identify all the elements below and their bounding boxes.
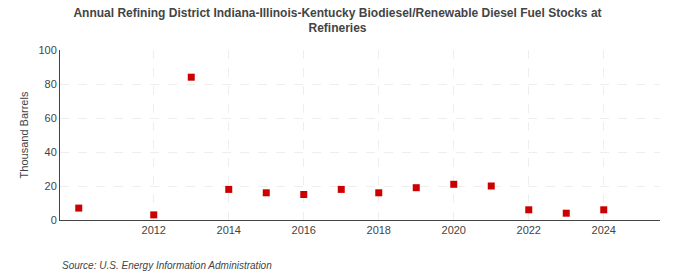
svg-text:60: 60: [45, 112, 57, 124]
svg-text:20: 20: [45, 180, 57, 192]
svg-text:2014: 2014: [217, 224, 241, 236]
svg-text:80: 80: [45, 78, 57, 90]
svg-text:0: 0: [51, 214, 57, 226]
svg-text:Source: U.S. Energy Informatio: Source: U.S. Energy Information Administ…: [62, 260, 272, 271]
svg-text:2022: 2022: [517, 224, 541, 236]
svg-text:2012: 2012: [142, 224, 166, 236]
svg-text:Annual Refining District India: Annual Refining District Indiana-Illinoi…: [73, 6, 601, 36]
svg-text:2024: 2024: [592, 224, 616, 236]
svg-text:2020: 2020: [442, 224, 466, 236]
svg-text:100: 100: [38, 44, 56, 56]
svg-text:Thousand Barrels: Thousand Barrels: [18, 91, 30, 178]
svg-text:40: 40: [45, 146, 57, 158]
svg-text:2016: 2016: [292, 224, 316, 236]
svg-text:2018: 2018: [367, 224, 391, 236]
